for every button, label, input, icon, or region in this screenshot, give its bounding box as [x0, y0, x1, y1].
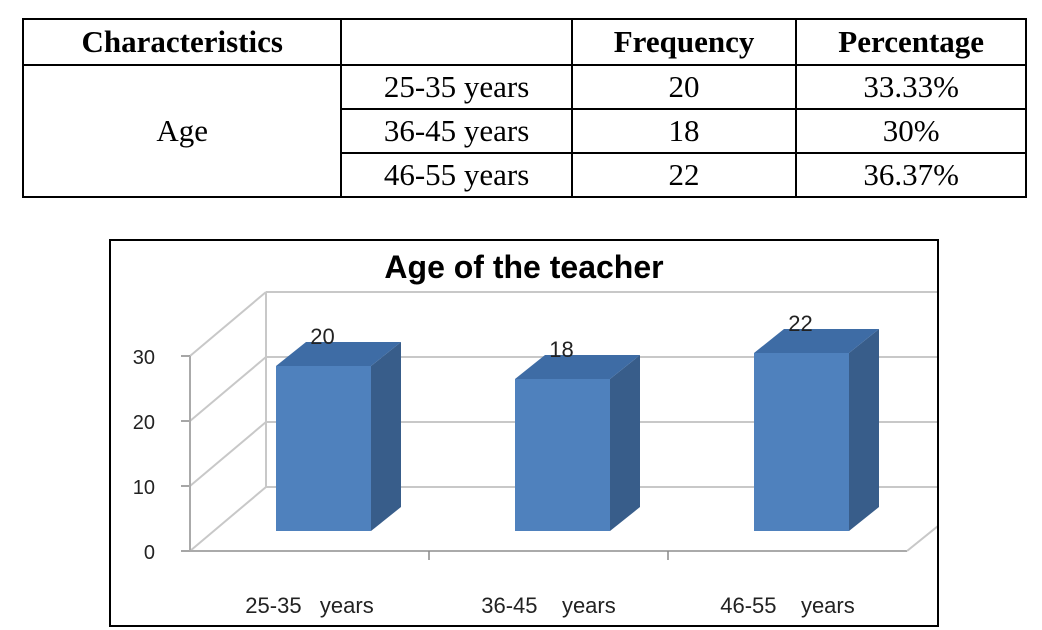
gridline-side: [189, 291, 267, 357]
x-category-label: 46-55 years: [720, 593, 855, 618]
frequency-cell: 22: [570, 152, 798, 198]
bar: [276, 366, 371, 531]
data-label: 20: [310, 324, 334, 349]
frequency-cell: 20: [570, 64, 798, 110]
bar-side: [371, 342, 401, 531]
percentage-cell: 36.37%: [795, 152, 1027, 198]
chart-title: Age of the teacher: [384, 249, 663, 285]
x-category-label: 36-45 years: [481, 593, 616, 618]
bar-side: [610, 355, 640, 531]
bar: [515, 379, 610, 531]
frequency-table: Characteristics Frequency Percentage Age…: [21, 18, 1027, 198]
bar: [754, 353, 849, 531]
bar-chart: Age of the teacher 0 10 20 30 20 25-35 years 1…: [109, 239, 939, 627]
frequency-cell: 18: [570, 108, 798, 154]
y-tick-label: 20: [133, 412, 155, 434]
table-row: Age 25-35 years 20 33.33%: [21, 64, 1027, 198]
header-characteristics: Characteristics: [21, 18, 343, 66]
characteristic-age: Age: [21, 64, 343, 198]
data-label: 22: [788, 311, 812, 336]
gridline-side: [189, 486, 267, 552]
header-percentage: Percentage: [795, 18, 1027, 66]
table-row: 36-45 years 18 30%: [23, 108, 1027, 154]
age-group-cell: 46-55 years: [340, 152, 573, 198]
age-group-cell: 36-45 years: [340, 108, 573, 154]
y-tick-label: 10: [133, 477, 155, 499]
percentage-cell: 30%: [795, 108, 1027, 154]
bar-top: [276, 342, 401, 366]
y-tick-label: 0: [144, 542, 155, 564]
percentage-cell: 33.33%: [795, 64, 1027, 110]
age-group-cell: 25-35 years: [340, 64, 573, 110]
header-frequency: Frequency: [570, 18, 798, 66]
data-label: 18: [549, 337, 573, 362]
header-group: [340, 18, 573, 66]
chart-canvas: Age of the teacher 0 10 20 30 20 25-35 years 1…: [133, 249, 937, 618]
floor-right-edge: [906, 525, 937, 552]
x-category-label: 25-35 years: [245, 593, 373, 618]
y-tick-label: 30: [133, 347, 155, 369]
bar-top: [754, 329, 879, 353]
table-header-row: Characteristics Frequency Percentage: [21, 18, 1027, 66]
gridline-side: [189, 356, 267, 422]
gridline-side: [189, 421, 267, 487]
table-row: 46-55 years 22 36.37%: [23, 152, 1027, 198]
bar-side: [849, 329, 879, 531]
bar-top: [515, 355, 640, 379]
